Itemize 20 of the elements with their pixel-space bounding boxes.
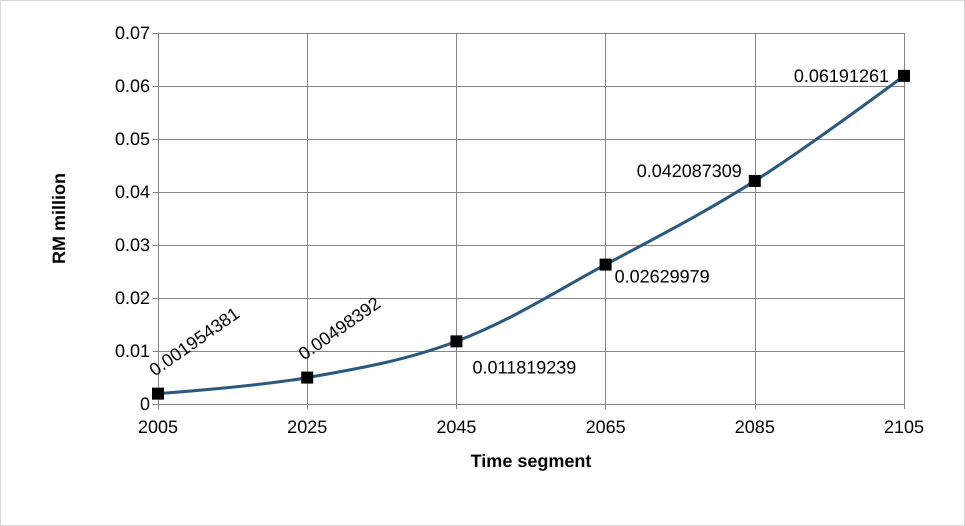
y-tick-label: 0.05 — [114, 129, 150, 149]
y-tick-label: 0.02 — [114, 288, 150, 308]
data-label: 0.042087309 — [636, 160, 742, 181]
y-axis-title: RM million — [49, 173, 69, 264]
x-tick-label: 2005 — [138, 417, 178, 437]
data-label: 0.06191261 — [794, 66, 889, 86]
y-tick-label: 0.04 — [114, 182, 150, 202]
x-tick-label: 2085 — [734, 417, 775, 437]
x-tick-label: 2065 — [586, 417, 626, 437]
x-tick-label: 2045 — [436, 417, 476, 437]
data-label: 0.02629979 — [614, 266, 710, 287]
x-axis-title: Time segment — [470, 451, 592, 471]
y-tick-label: 0 — [140, 394, 150, 414]
y-tick-label: 0.07 — [114, 23, 150, 43]
x-tick-label: 2025 — [287, 417, 328, 437]
y-tick-label: 0.03 — [114, 235, 150, 255]
y-tick-label: 0.01 — [114, 341, 150, 361]
y-tick-label: 0.06 — [114, 76, 150, 96]
x-tick-label: 2105 — [884, 417, 924, 437]
data-label: 0.011819239 — [472, 357, 576, 378]
